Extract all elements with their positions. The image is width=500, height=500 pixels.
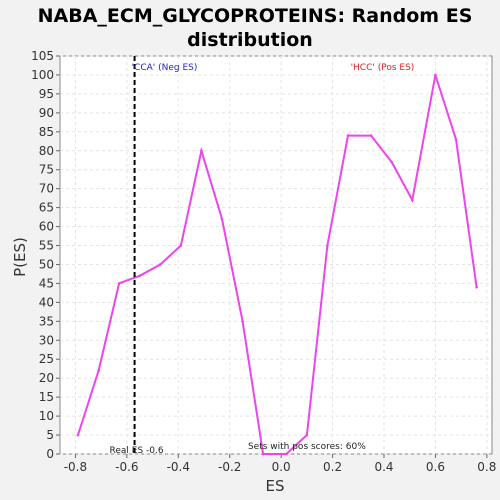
data-point (390, 160, 394, 164)
y-tick-label: 85 (39, 125, 54, 139)
data-point (475, 285, 478, 289)
data-point (346, 134, 350, 137)
x-tick-label: 0.4 (374, 460, 393, 474)
x-tick-label: 0.6 (426, 460, 445, 474)
data-point (179, 244, 183, 247)
y-tick-label: 45 (39, 276, 54, 290)
annotations-group: 'CCA' (Neg ES) 'HCC' (Pos ES) Real ES -0.6… (110, 56, 415, 456)
pos-scores-label: Sets with pos scores: 60% (248, 442, 366, 452)
grid-lines (60, 55, 492, 455)
x-tick-label: 0.8 (477, 460, 496, 474)
y-tick-label: 15 (39, 390, 54, 404)
data-point (220, 217, 224, 221)
data-point (138, 274, 142, 278)
series-group (76, 73, 478, 456)
x-tick-label: -0.2 (218, 460, 241, 474)
x-tick-label: -0.6 (115, 460, 138, 474)
x-tick-label: -0.8 (64, 460, 87, 474)
chart-title-line2: distribution (187, 29, 313, 51)
data-point (200, 149, 203, 153)
y-tick-label: 35 (39, 314, 54, 328)
y-tick-label: 10 (39, 409, 54, 423)
y-tick-label: 70 (39, 182, 54, 196)
y-tick-label: 30 (39, 333, 54, 347)
data-point (305, 433, 309, 437)
y-tick-label: 50 (39, 257, 54, 271)
x-tick-label: 0.2 (323, 460, 342, 474)
neg-es-label: 'CCA' (Neg ES) (132, 63, 198, 73)
data-point (284, 452, 288, 456)
data-point (261, 452, 265, 456)
data-point (326, 244, 329, 247)
data-point (434, 73, 437, 77)
data-point (97, 369, 100, 372)
x-tick-label: 0.0 (272, 460, 291, 474)
y-tick-label: 95 (39, 87, 54, 101)
y-tick-label: 105 (31, 49, 54, 63)
y-tick-label: 40 (39, 295, 54, 309)
x-axis-ticks: -0.8 -0.6 -0.4 -0.2 0.0 0.2 0.4 0.6 0.8 (64, 454, 496, 474)
data-point (241, 320, 244, 323)
real-es-value-label: Real ES -0.6 (110, 446, 164, 456)
y-tick-label: 60 (39, 220, 54, 234)
y-tick-label: 0 (46, 447, 54, 461)
y-tick-label: 65 (39, 201, 54, 215)
x-tick-label: -0.4 (167, 460, 190, 474)
y-tick-label: 80 (39, 144, 54, 158)
data-point (76, 433, 80, 437)
data-point (117, 282, 121, 285)
y-tick-label: 90 (39, 106, 54, 120)
chart-title-line1: NABA_ECM_GLYCOPROTEINS: Random ES (38, 5, 473, 27)
y-tick-label: 20 (39, 371, 54, 385)
y-tick-label: 55 (39, 239, 54, 253)
y-tick-label: 25 (39, 352, 54, 366)
data-point (369, 134, 373, 137)
y-tick-label: 5 (46, 428, 54, 442)
series-line (77, 74, 478, 455)
y-tick-label: 75 (39, 163, 54, 177)
data-point (410, 198, 414, 202)
y-axis-ticks: 0 5 10 15 20 25 30 35 40 45 50 55 60 65 70 75 80 85 90 95 10… (31, 49, 60, 461)
y-axis-label: P(ES) (11, 237, 29, 277)
y-tick-label: 100 (31, 68, 54, 82)
data-point (158, 263, 162, 266)
data-point (454, 138, 458, 141)
pos-es-label: 'HCC' (Pos ES) (351, 63, 415, 73)
plot-area (59, 55, 493, 455)
x-axis-label: ES (266, 477, 285, 495)
